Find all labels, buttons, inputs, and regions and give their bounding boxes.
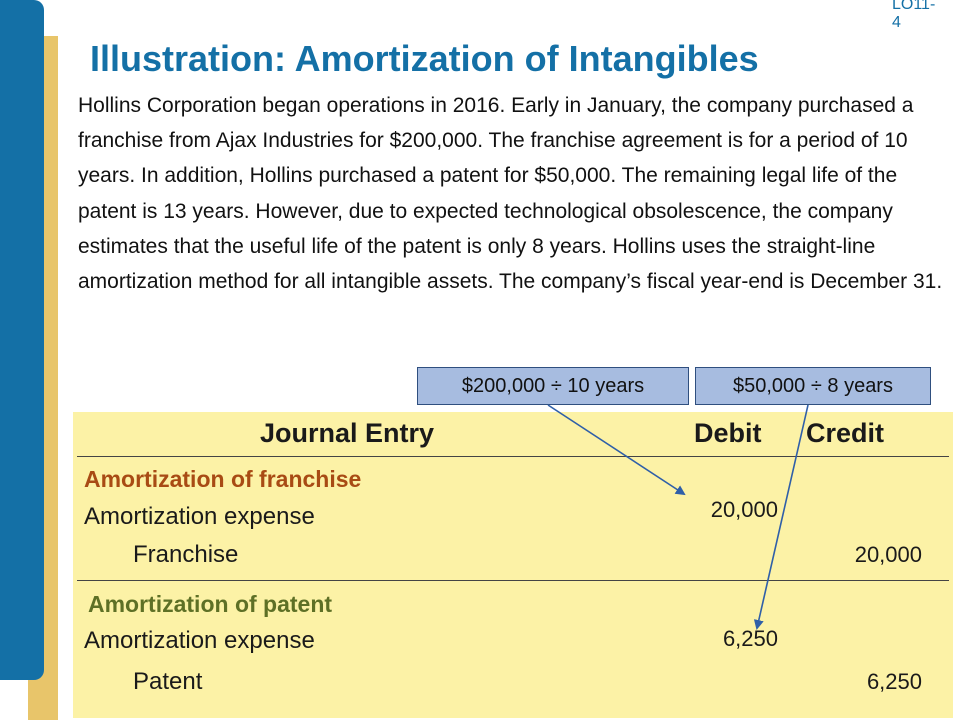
- credit-header: Credit: [806, 418, 885, 448]
- patent-credit-amount: 6,250: [866, 669, 922, 694]
- patent-debit-account: Amortization expense: [84, 627, 315, 654]
- journal-entry-header: Journal Entry: [260, 418, 435, 448]
- learning-objective-tag: LO11- 4: [892, 0, 936, 31]
- patent-entry-label: Amortization of patent: [88, 591, 333, 617]
- patent-calculation-callout: $50,000 ÷ 8 years: [695, 367, 931, 405]
- entry-divider: [77, 580, 949, 581]
- slide-title: Illustration: Amortization of Intangible…: [90, 38, 759, 79]
- debit-header: Debit: [694, 418, 762, 448]
- patent-debit-amount: 6,250: [722, 626, 778, 651]
- franchise-credit-account: Franchise: [133, 541, 239, 568]
- problem-description: Hollins Corporation began operations in …: [78, 94, 943, 294]
- franchise-calculation-callout: $200,000 ÷ 10 years: [417, 367, 689, 405]
- header-divider: [77, 456, 949, 457]
- franchise-entry-label: Amortization of franchise: [84, 466, 362, 492]
- franchise-credit-amount: 20,000: [854, 542, 922, 567]
- patent-credit-account: Patent: [133, 668, 203, 695]
- decorative-blue-bar: [0, 0, 44, 680]
- franchise-debit-account: Amortization expense: [84, 503, 315, 530]
- franchise-debit-amount: 20,000: [710, 497, 778, 522]
